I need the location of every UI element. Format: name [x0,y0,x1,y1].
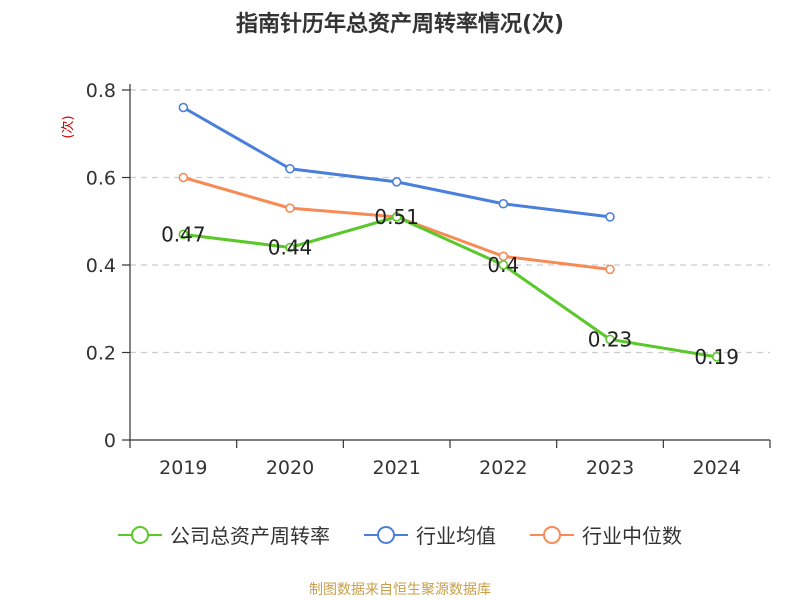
legend-label-company: 公司总资产周转率 [170,524,330,548]
series-point-1 [391,177,402,187]
data-label: 0.51 [374,205,419,229]
series-point-2 [605,264,615,275]
series-line-1 [182,106,611,219]
legend-line-icon [530,525,574,544]
x-tick-label: 2023 [586,457,634,479]
legend-item-industry-mean[interactable]: 行业均值 [364,520,496,549]
series-point-0 [711,352,722,362]
y-tick-label: 0 [104,430,116,452]
series-point-0 [178,229,189,240]
data-label: 0.44 [268,236,313,260]
series-point-0 [391,212,402,222]
series-point-1 [498,198,509,209]
legend-item-company[interactable]: 公司总资产周转率 [118,520,330,549]
chart-title: 指南针历年总资产周转率情况(次) [235,12,565,37]
data-label: 0.47 [161,222,206,246]
legend: 公司总资产周转率 行业均值 行业中位数 [0,520,800,549]
legend-label-industry-median: 行业中位数 [582,524,682,548]
y-tick-label: 0.2 [86,343,116,365]
series-line-0 [183,215,717,359]
grid-lines [130,89,770,354]
x-tick-label: 2024 [692,457,740,479]
series-point-2 [178,172,189,183]
data-label: 0.23 [588,327,633,351]
y-axis-label: (次) [60,115,76,138]
series-point-0 [285,242,295,253]
data-label: 0.4 [487,253,519,277]
x-tick-label: 2020 [266,457,314,479]
series-point-1 [178,102,189,113]
series-lines [178,102,722,362]
legend-item-industry-median[interactable]: 行业中位数 [530,520,682,549]
y-tick-label: 0.4 [86,255,116,277]
x-tick-label: 2022 [479,457,527,479]
x-tick-label: 2021 [372,457,420,479]
y-tick-label: 0.6 [86,168,116,190]
data-labels: 0.47 0.44 0.51 0.4 0.23 0.19 [161,205,739,369]
legend-line-icon [118,525,162,544]
series-point-2 [285,203,295,213]
legend-label-industry-mean: 行业均值 [416,524,496,548]
data-source-note: 制图数据来自恒生聚源数据库 [309,582,491,598]
data-label: 0.19 [694,345,739,369]
y-tick-label: 0.8 [86,80,116,102]
series-point-0 [498,260,509,270]
legend-line-icon [364,525,408,544]
x-tick-label: 2019 [159,457,207,479]
series-point-0 [605,334,615,345]
series-point-1 [605,212,615,222]
axes: 0 0.2 0.4 0.6 0.8 2019 2020 2021 2022 2023 2024 [86,80,771,479]
series-point-1 [285,163,295,174]
